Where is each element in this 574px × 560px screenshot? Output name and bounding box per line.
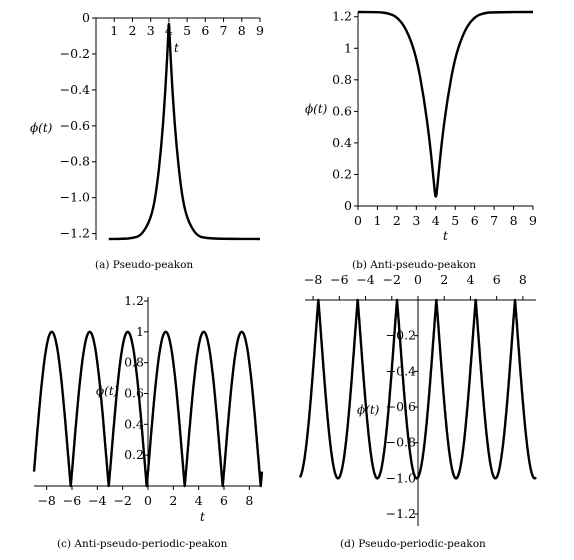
panel-b-ytick-label: 0.4 bbox=[332, 135, 352, 150]
panel-d-ytick-label: −0.6 bbox=[386, 399, 416, 414]
panel-a-xtick-label: 3 bbox=[147, 23, 155, 38]
panel-d-ytick-label: −1.2 bbox=[386, 506, 416, 521]
panel-b-xtick-label: 6 bbox=[471, 213, 479, 228]
panel-b-xtick-label: 2 bbox=[393, 213, 401, 228]
panel-c-ytick-label: 0.2 bbox=[124, 447, 144, 462]
panel-d-ytick-label: −0.8 bbox=[386, 435, 416, 450]
panel-a-caption: (a) Pseudo-peakon bbox=[95, 259, 193, 271]
panel-b-xtick-label: 1 bbox=[373, 213, 381, 228]
panel-a-ytick-label: −0.8 bbox=[60, 154, 90, 169]
panel-b-curve bbox=[357, 10, 534, 198]
panel-a-ytick-label: −0.6 bbox=[60, 118, 90, 133]
panel-c-curve bbox=[32, 330, 264, 488]
panel-d-xtick-label: −2 bbox=[383, 272, 401, 287]
panel-a-xtick-label: 5 bbox=[183, 23, 191, 38]
panel-d-pseudo-periodic-peakon: −0.2−0.4−0.6−0.8−1.0−1.2 −8 −6 −4 −2 0 2 4 6 8 ϕ… bbox=[299, 272, 537, 550]
panel-a-xtick-label: 1 bbox=[110, 23, 118, 38]
panel-d-y-label: ϕ(t) bbox=[357, 403, 380, 417]
panel-b-xtick-label: 9 bbox=[529, 213, 537, 228]
panel-c-ytick-label: 0.4 bbox=[124, 416, 144, 431]
panel-b-xtick-label: 4 bbox=[432, 213, 440, 228]
panel-c-xtick-label: 6 bbox=[220, 493, 228, 508]
panel-d-curve bbox=[299, 298, 537, 480]
panel-b-ytick-label: 0.2 bbox=[332, 166, 352, 181]
panel-a-ytick-label: −1.2 bbox=[60, 226, 90, 241]
panel-a-x-label: t bbox=[174, 41, 179, 55]
panel-d-xtick-label: 2 bbox=[440, 272, 448, 287]
panel-b-ytick-label: 1 bbox=[344, 40, 352, 55]
panel-c-xtick-label: −4 bbox=[88, 493, 106, 508]
panel-b-xtick-label: 5 bbox=[451, 213, 459, 228]
panel-d-xtick-label: 0 bbox=[414, 272, 422, 287]
panel-b-ytick-label: 0 bbox=[344, 198, 352, 213]
panel-b-ytick-label: 1.2 bbox=[332, 9, 352, 24]
panel-a-y-label: ϕ(t) bbox=[30, 121, 53, 135]
panel-c-anti-pseudo-periodic-peakon: 0.20.40.60.811.2 −8 −6 −4 −2 0 2 4 6 8 t ϕ(t) (c… bbox=[32, 293, 264, 550]
panel-d-ytick-label: −0.4 bbox=[386, 363, 416, 378]
panel-d-xtick-label: 6 bbox=[493, 272, 501, 287]
panel-c-caption: (c) Anti-pseudo-periodic-peakon bbox=[57, 538, 228, 550]
panel-c-xtick-label: 2 bbox=[169, 493, 177, 508]
panel-d-caption: (d) Pseudo-periodic-peakon bbox=[340, 538, 486, 550]
panel-a-xtick-label: 7 bbox=[220, 23, 228, 38]
panel-b-y-ticks: 0 0.2 0.4 0.6 0.8 1 1.2 bbox=[332, 9, 358, 213]
panel-b-x-label: t bbox=[443, 229, 448, 243]
panel-a-curve bbox=[108, 22, 261, 241]
panel-d-xtick-label: −6 bbox=[330, 272, 348, 287]
panel-b-xtick-label: 3 bbox=[412, 213, 420, 228]
panel-a-ytick-label: −0.2 bbox=[60, 46, 90, 61]
panel-c-ytick-label: 1 bbox=[136, 324, 144, 339]
panel-a-xtick-label: 8 bbox=[238, 23, 246, 38]
panel-c-xtick-label: −8 bbox=[37, 493, 55, 508]
panel-b-caption: (b) Anti-pseudo-peakon bbox=[352, 259, 476, 271]
panel-b-y-label: ϕ(t) bbox=[305, 102, 328, 116]
panel-d-x-ticks: −8 −6 −4 −2 0 2 4 6 8 bbox=[304, 272, 527, 300]
panel-b-xtick-label: 8 bbox=[510, 213, 518, 228]
panel-c-xtick-label: 8 bbox=[245, 493, 253, 508]
panel-c-x-ticks: −8 −6 −4 −2 0 2 4 6 8 bbox=[37, 486, 253, 508]
panel-d-xtick-label: 8 bbox=[519, 272, 527, 287]
panel-c-xtick-label: 0 bbox=[144, 493, 152, 508]
panel-a-ytick-label: −1.0 bbox=[60, 190, 90, 205]
panel-c-x-label: t bbox=[200, 510, 205, 524]
panel-c-ytick-label: 0.6 bbox=[124, 386, 144, 401]
panel-a-ytick-label: 0 bbox=[82, 10, 90, 25]
panel-b-xtick-label: 7 bbox=[490, 213, 498, 228]
panel-d-xtick-label: −8 bbox=[304, 272, 322, 287]
panel-c-ytick-label: 1.2 bbox=[124, 293, 144, 308]
panel-c-y-label: ϕ(t) bbox=[96, 384, 119, 398]
panel-b-ytick-label: 0.6 bbox=[332, 103, 352, 118]
panel-c-xtick-label: −2 bbox=[113, 493, 131, 508]
panel-b-ytick-label: 0.8 bbox=[332, 72, 352, 87]
panel-b-xtick-label: 0 bbox=[354, 213, 362, 228]
panel-d-ytick-label: −1.0 bbox=[386, 470, 416, 485]
panel-a-y-ticks: 0 −0.2 −0.4 −0.6 −0.8 −1.0 −1.2 bbox=[60, 10, 96, 241]
panel-a-xtick-label: 6 bbox=[201, 23, 209, 38]
panel-d-xtick-label: 4 bbox=[466, 272, 474, 287]
panel-d-xtick-label: −4 bbox=[356, 272, 374, 287]
panel-a-xtick-label: 2 bbox=[128, 23, 136, 38]
panel-a-ytick-label: −0.4 bbox=[60, 82, 90, 97]
panel-a-xtick-label: 9 bbox=[256, 23, 264, 38]
panel-c-xtick-label: −6 bbox=[63, 493, 81, 508]
panel-c-xtick-label: 4 bbox=[195, 493, 203, 508]
